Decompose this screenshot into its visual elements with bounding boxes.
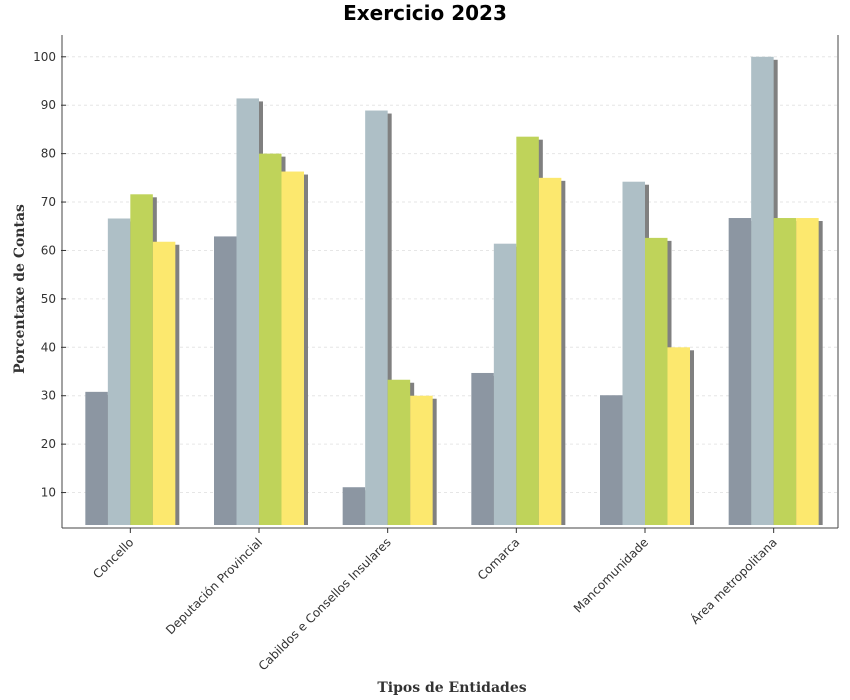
x-tick-label: Deputación Provincial — [163, 535, 265, 637]
bar — [622, 181, 645, 526]
axes — [61, 35, 839, 529]
grid-lines — [66, 56, 838, 494]
bar — [387, 379, 411, 525]
bar — [493, 243, 517, 525]
bar — [410, 395, 433, 525]
y-axis-ticks: 10 20 30 40 50 60 70 80 90 100 — [33, 50, 66, 500]
y-tick-label: 40 — [41, 340, 56, 354]
x-tick-label: Cabildos e Consellos Insulares — [256, 535, 394, 673]
bar — [645, 237, 668, 525]
bar — [259, 153, 282, 526]
bar — [471, 372, 494, 525]
bar — [236, 98, 259, 525]
x-tick-label: Área metropolitana — [687, 535, 780, 628]
y-tick-label: 100 — [33, 50, 56, 64]
bar — [107, 218, 131, 525]
x-tick-label: Comarca — [475, 535, 523, 583]
x-tick-label: Mancomunidade — [571, 535, 651, 615]
bar — [281, 171, 304, 525]
y-tick-label: 20 — [41, 437, 56, 451]
bar — [152, 241, 176, 525]
y-tick-label: 90 — [41, 98, 56, 112]
bar — [85, 391, 108, 525]
x-tick-label: Concello — [90, 535, 136, 581]
bar — [342, 487, 366, 525]
y-tick-label: 30 — [41, 389, 56, 403]
bar — [130, 194, 153, 526]
bar — [773, 218, 797, 525]
bar — [600, 395, 623, 525]
y-tick-label: 80 — [41, 147, 56, 161]
y-axis-label: Porcentaxe de Contas — [12, 204, 28, 374]
x-axis-label: Tipos de Entidades — [377, 680, 526, 696]
bar — [214, 236, 237, 526]
y-tick-label: 50 — [41, 292, 56, 306]
bar — [365, 110, 388, 525]
chart-title: Exercicio 2023 — [343, 1, 507, 25]
bar — [796, 218, 819, 525]
y-tick-label: 70 — [41, 195, 56, 209]
bar — [751, 56, 774, 525]
bar — [516, 136, 539, 525]
bar — [667, 347, 690, 525]
bar — [728, 218, 752, 525]
bars — [85, 56, 823, 526]
y-tick-label: 60 — [41, 243, 56, 257]
y-tick-label: 10 — [41, 486, 56, 500]
bar — [538, 177, 562, 525]
